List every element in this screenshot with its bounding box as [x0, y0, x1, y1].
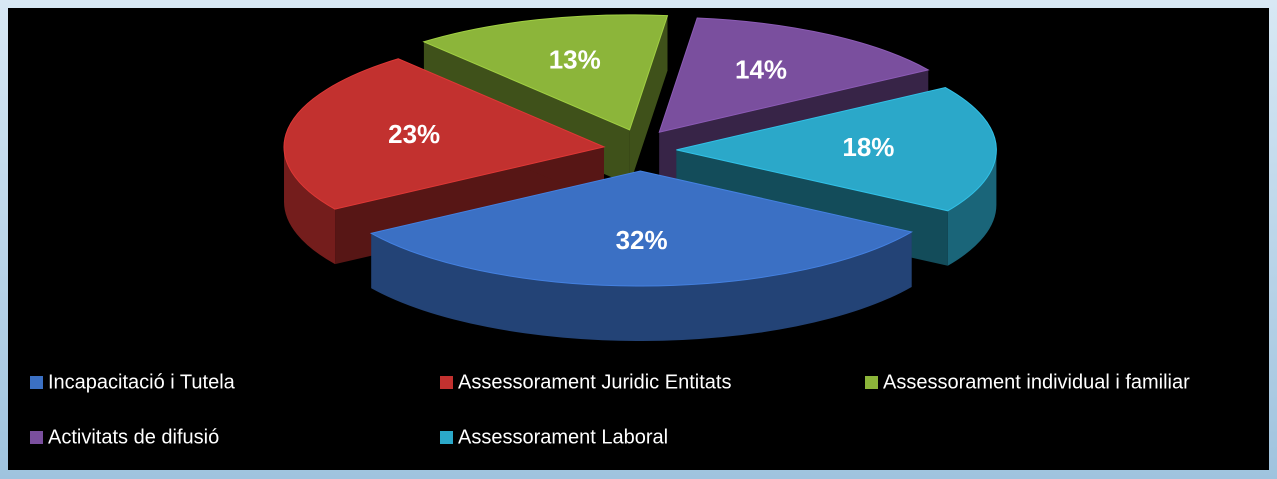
legend-label: Activitats de difusió — [48, 426, 219, 448]
legend-swatch — [440, 431, 453, 444]
slice — [283, 58, 606, 210]
slice — [676, 87, 997, 212]
data-label: 13% — [549, 44, 601, 74]
slice — [422, 14, 669, 131]
slice-side — [284, 146, 336, 265]
slice-side — [947, 149, 997, 266]
legend-label: Incapacitació i Tutela — [48, 371, 236, 393]
legend-swatch — [440, 376, 453, 389]
legend-label: Assessorament Laboral — [458, 426, 668, 448]
slice-wall — [629, 15, 668, 185]
legend-swatch — [30, 431, 43, 444]
legend-swatch — [30, 376, 43, 389]
data-label: 18% — [842, 132, 894, 162]
legend-swatch — [865, 376, 878, 389]
legend-label: Assessorament individual i familiar — [883, 371, 1190, 393]
slice — [369, 170, 913, 287]
legend-label: Assessorament Juridic Entitats — [458, 371, 731, 393]
legend: Incapacitació i Tutela Assessorament Juri… — [30, 371, 1190, 448]
data-label: 32% — [616, 225, 668, 255]
data-label: 14% — [735, 55, 787, 85]
pie: 32% 23% 13% 14% 18% — [283, 14, 997, 341]
slice — [658, 17, 930, 133]
data-label: 23% — [388, 119, 440, 149]
